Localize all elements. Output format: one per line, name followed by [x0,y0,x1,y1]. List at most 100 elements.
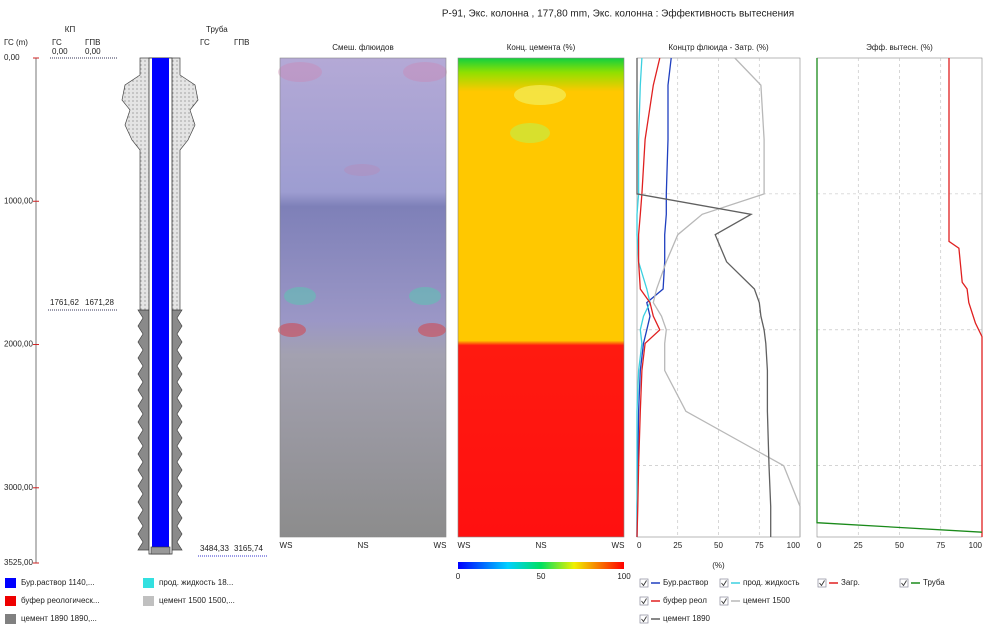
legend-check [819,580,825,587]
blob [403,62,447,82]
legend-label: цемент 1890 1890,... [21,614,97,623]
legend-label: Загр. [841,578,860,587]
panel-title: Концтр флюида - Затр. (%) [668,43,769,52]
panel-frame [457,57,625,538]
pipe-gs-label: ГС [200,38,210,47]
colorbar-tick-label: 50 [537,572,546,581]
x-axis-label: (%) [712,561,725,570]
x-label: NS [357,541,368,550]
legend-label: прод. жидкость [743,578,800,587]
x-label: WS [434,541,447,550]
colorbar-tick-label: 0 [456,572,461,581]
depth-tick-label: 3525,00 [4,558,33,567]
mixing-panel [278,57,447,538]
kp-gpv-top: 0,00 [85,47,101,56]
depth-tick-label: 0,00 [4,53,20,62]
series-line [636,57,672,537]
legend-swatch [5,614,16,624]
x-label: NS [535,541,546,550]
depth-tick-label: 2000,00 [4,340,33,349]
legend-label: Бур.раствор 1140,... [21,578,95,587]
kp-label: КП [65,25,76,34]
legend-checkbox[interactable] [899,578,909,588]
colorbar [458,562,624,569]
x-tick-label: 50 [895,541,904,550]
kp-gs-shoe: 1761,62 [50,298,79,307]
pipe-gs-bottom: 3484,33 [200,544,229,553]
legend-check [721,580,727,587]
pipe-label: Труба [206,25,228,34]
legend-label: цемент 1890 [663,614,711,623]
legend-check [901,580,907,587]
legend-label: прод. жидкость 18... [159,578,233,587]
x-tick-label: 75 [936,541,945,550]
pipe-gpv-bottom: 3165,74 [234,544,263,553]
x-tick-label: 75 [755,541,764,550]
panel-title: Конц. цемента (%) [507,43,576,52]
legend-check [641,598,647,605]
x-tick-label: 25 [854,541,863,550]
legend-checkbox[interactable] [639,614,649,624]
blob [514,85,566,105]
blob [278,62,322,82]
series-line [652,57,801,537]
legend-checkbox[interactable] [719,596,729,606]
pipe-fluid [152,58,169,552]
series-line [636,58,772,537]
legend-label: Бур.раствор [663,578,709,587]
x-label: WS [280,541,293,550]
blob [284,287,316,305]
legend-swatch [5,596,16,606]
legend-swatch [5,578,16,588]
colorbar-tick-label: 100 [617,572,631,581]
blob [510,123,550,143]
kp-gpv-label: ГПВ [85,38,100,47]
legend-checkbox[interactable] [719,578,729,588]
legend-label: буфер реологическ... [21,596,100,605]
x-label: WS [612,541,625,550]
x-tick-label: 25 [673,541,682,550]
x-tick-label: 0 [817,541,822,550]
series-line [948,58,983,537]
panel-frame [279,57,447,538]
series-line [636,57,661,538]
depth-tick-label: 1000,00 [4,196,33,205]
panel-frame [636,57,801,538]
pipe-shoe [150,546,171,555]
kp-gs-label: ГС [52,38,62,47]
depth-tick-label: 3000,00 [4,483,33,492]
panel-title: Эфф. вытесн. (%) [866,43,933,52]
legend-checkbox[interactable] [639,578,649,588]
legend-label: Труба [923,578,945,587]
legend-checkbox[interactable] [639,596,649,606]
blob [418,323,446,337]
pipe-gpv-label: ГПВ [234,38,249,47]
legend-label: цемент 1500 1500,... [159,596,235,605]
x-label: WS [458,541,471,550]
x-tick-label: 100 [969,541,983,550]
blob [278,323,306,337]
legend-swatch [143,596,154,606]
window-title: Р-91, Экс. колонна , 177,80 mm, Экс. кол… [442,8,794,20]
mixing-field [280,58,446,537]
legend-label: цемент 1500 [743,596,791,605]
series-line [816,58,983,533]
blob [344,164,380,176]
legend-check [641,616,647,623]
wellbore [121,57,199,555]
cement-conc-panel [457,57,625,569]
legend-label: буфер реол [663,596,707,605]
x-tick-label: 0 [637,541,642,550]
panel-title: Смеш. флюидов [332,43,394,52]
kp-gpv-shoe: 1671,28 [85,298,114,307]
legend-checkbox[interactable] [817,578,827,588]
depth-axis-label: ГС (m) [4,38,28,47]
legend-check [721,598,727,605]
x-tick-label: 50 [714,541,723,550]
kp-gs-top: 0,00 [52,47,68,56]
x-tick-label: 100 [787,541,801,550]
legend-swatch [143,578,154,588]
blob [409,287,441,305]
panel-frame [816,57,983,538]
